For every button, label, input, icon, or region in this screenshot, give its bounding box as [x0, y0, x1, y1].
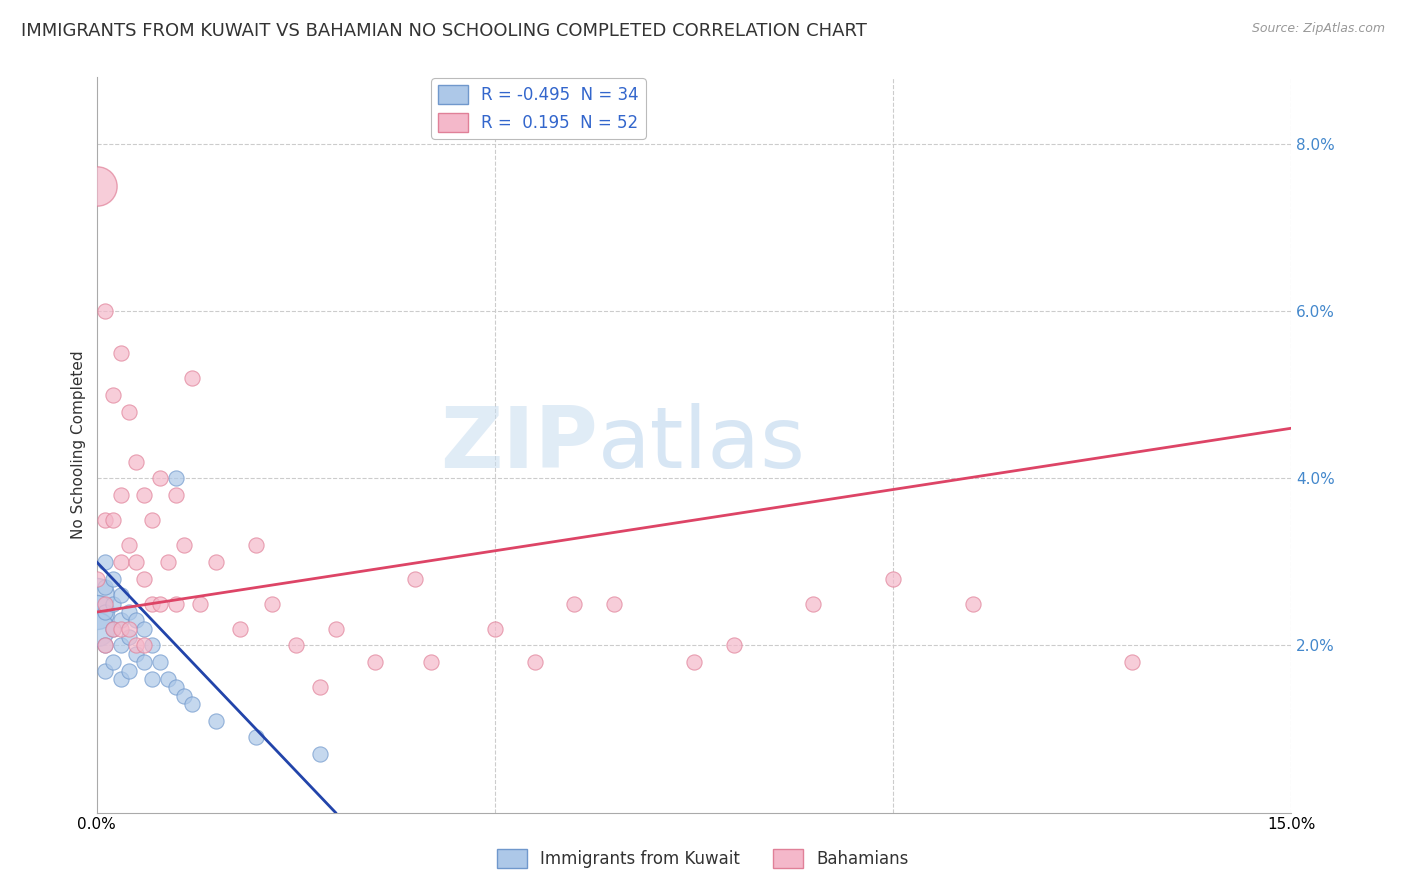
- Point: [308, 680, 330, 694]
- Point: [141, 639, 163, 653]
- Point: [141, 513, 163, 527]
- Point: [101, 572, 124, 586]
- Point: [110, 555, 132, 569]
- Point: [134, 655, 156, 669]
- Point: [149, 471, 172, 485]
- Point: [86, 179, 108, 194]
- Point: [962, 597, 984, 611]
- Point: [93, 304, 115, 318]
- Point: [325, 622, 347, 636]
- Point: [188, 597, 211, 611]
- Point: [110, 622, 132, 636]
- Point: [125, 647, 148, 661]
- Point: [364, 655, 387, 669]
- Point: [134, 622, 156, 636]
- Point: [93, 597, 115, 611]
- Point: [93, 639, 115, 653]
- Point: [110, 614, 132, 628]
- Point: [149, 597, 172, 611]
- Point: [245, 731, 267, 745]
- Point: [93, 639, 115, 653]
- Text: ZIP: ZIP: [440, 403, 599, 486]
- Point: [404, 572, 426, 586]
- Point: [101, 655, 124, 669]
- Point: [523, 655, 546, 669]
- Text: IMMIGRANTS FROM KUWAIT VS BAHAMIAN NO SCHOOLING COMPLETED CORRELATION CHART: IMMIGRANTS FROM KUWAIT VS BAHAMIAN NO SC…: [21, 22, 868, 40]
- Point: [101, 597, 124, 611]
- Point: [801, 597, 824, 611]
- Point: [603, 597, 626, 611]
- Point: [149, 655, 172, 669]
- Point: [882, 572, 904, 586]
- Point: [420, 655, 443, 669]
- Point: [93, 513, 115, 527]
- Point: [723, 639, 745, 653]
- Point: [682, 655, 704, 669]
- Point: [205, 555, 228, 569]
- Point: [110, 639, 132, 653]
- Point: [260, 597, 283, 611]
- Point: [125, 614, 148, 628]
- Point: [101, 622, 124, 636]
- Point: [141, 597, 163, 611]
- Point: [165, 471, 187, 485]
- Point: [101, 513, 124, 527]
- Point: [564, 597, 586, 611]
- Legend: R = -0.495  N = 34, R =  0.195  N = 52: R = -0.495 N = 34, R = 0.195 N = 52: [432, 78, 645, 138]
- Point: [134, 639, 156, 653]
- Point: [165, 488, 187, 502]
- Y-axis label: No Schooling Completed: No Schooling Completed: [72, 351, 86, 540]
- Point: [245, 538, 267, 552]
- Text: atlas: atlas: [599, 403, 806, 486]
- Point: [125, 555, 148, 569]
- Point: [157, 555, 180, 569]
- Point: [117, 664, 139, 678]
- Point: [125, 639, 148, 653]
- Point: [229, 622, 252, 636]
- Point: [205, 714, 228, 728]
- Point: [86, 572, 108, 586]
- Point: [125, 455, 148, 469]
- Point: [117, 404, 139, 418]
- Point: [110, 672, 132, 686]
- Point: [93, 664, 115, 678]
- Point: [110, 346, 132, 360]
- Point: [101, 388, 124, 402]
- Point: [86, 588, 108, 602]
- Point: [141, 672, 163, 686]
- Point: [1121, 655, 1143, 669]
- Point: [110, 588, 132, 602]
- Point: [165, 680, 187, 694]
- Legend: Immigrants from Kuwait, Bahamians: Immigrants from Kuwait, Bahamians: [491, 842, 915, 875]
- Point: [86, 622, 108, 636]
- Point: [101, 622, 124, 636]
- Point: [284, 639, 307, 653]
- Point: [93, 555, 115, 569]
- Point: [181, 371, 204, 385]
- Point: [165, 597, 187, 611]
- Point: [173, 689, 195, 703]
- Point: [484, 622, 506, 636]
- Point: [157, 672, 180, 686]
- Point: [134, 488, 156, 502]
- Text: Source: ZipAtlas.com: Source: ZipAtlas.com: [1251, 22, 1385, 36]
- Point: [173, 538, 195, 552]
- Point: [93, 580, 115, 594]
- Point: [308, 747, 330, 761]
- Point: [134, 572, 156, 586]
- Point: [117, 622, 139, 636]
- Point: [86, 605, 108, 619]
- Point: [117, 605, 139, 619]
- Point: [117, 630, 139, 644]
- Point: [117, 538, 139, 552]
- Point: [110, 488, 132, 502]
- Point: [181, 697, 204, 711]
- Point: [93, 605, 115, 619]
